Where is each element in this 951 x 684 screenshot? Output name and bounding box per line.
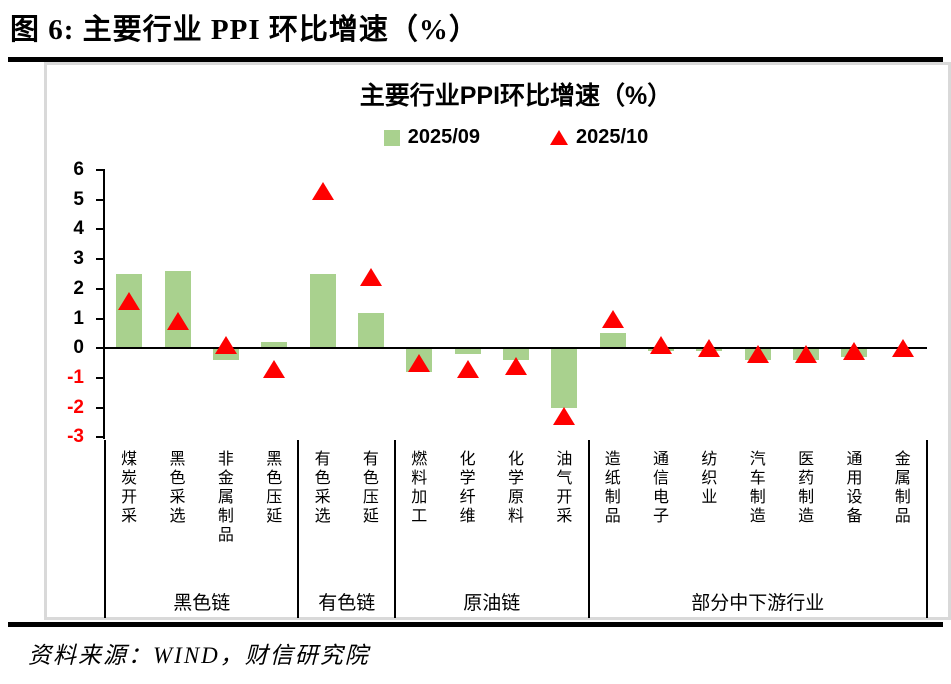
legend-label-2025-10: 2025/10 — [576, 126, 649, 148]
chart-frame — [44, 62, 951, 620]
legend-square-icon — [383, 129, 400, 146]
figure-title: 图 6: 主要行业 PPI 环比增速（%） — [10, 14, 479, 46]
legend-item-2025-09: 2025/09 — [383, 126, 480, 149]
source-note: 资料来源：WIND，财信研究院 — [28, 643, 370, 668]
legend-triangle-icon — [550, 130, 568, 145]
chart-legend: 2025/09 2025/10 — [105, 126, 927, 149]
legend-item-2025-10: 2025/10 — [550, 126, 648, 149]
legend-label-2025-09: 2025/09 — [407, 126, 480, 148]
bottom-divider-rule — [8, 622, 943, 627]
top-divider-rule — [8, 57, 943, 62]
chart-title: 主要行业PPI环比增速（%） — [359, 82, 673, 110]
